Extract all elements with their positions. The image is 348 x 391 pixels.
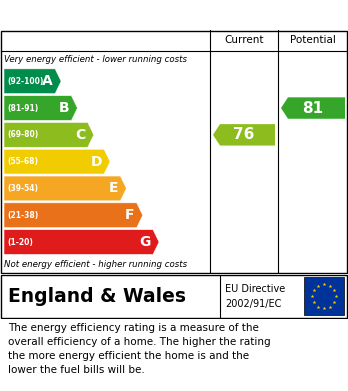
Text: EU Directive: EU Directive [225, 284, 285, 294]
Polygon shape [4, 149, 110, 174]
Text: (21-38): (21-38) [7, 211, 38, 220]
Text: D: D [90, 155, 102, 169]
Text: Energy Efficiency Rating: Energy Efficiency Rating [9, 6, 238, 24]
Bar [304, 277, 344, 315]
Text: Current: Current [224, 36, 264, 45]
Text: 81: 81 [302, 100, 324, 116]
Polygon shape [4, 176, 126, 201]
Polygon shape [4, 203, 143, 228]
Text: B: B [59, 101, 70, 115]
Polygon shape [4, 96, 78, 120]
Text: Potential: Potential [290, 36, 335, 45]
Polygon shape [4, 230, 159, 255]
Text: Very energy efficient - lower running costs: Very energy efficient - lower running co… [4, 55, 187, 64]
Text: (92-100): (92-100) [7, 77, 44, 86]
Text: (69-80): (69-80) [7, 130, 38, 139]
Text: G: G [140, 235, 151, 249]
Text: England & Wales: England & Wales [8, 287, 186, 306]
Text: (81-91): (81-91) [7, 104, 38, 113]
Text: F: F [125, 208, 135, 222]
Polygon shape [213, 124, 275, 145]
Text: (39-54): (39-54) [7, 184, 38, 193]
Text: The energy efficiency rating is a measure of the
overall efficiency of a home. T: The energy efficiency rating is a measur… [8, 323, 271, 375]
Text: E: E [109, 181, 118, 196]
Polygon shape [4, 122, 94, 147]
Text: C: C [76, 128, 86, 142]
Text: Not energy efficient - higher running costs: Not energy efficient - higher running co… [4, 260, 187, 269]
Polygon shape [4, 69, 61, 94]
Text: (55-68): (55-68) [7, 157, 38, 166]
Text: A: A [42, 74, 53, 88]
Polygon shape [281, 97, 345, 119]
Text: 2002/91/EC: 2002/91/EC [225, 299, 282, 309]
Text: 76: 76 [233, 127, 255, 142]
Text: (1-20): (1-20) [7, 237, 33, 247]
